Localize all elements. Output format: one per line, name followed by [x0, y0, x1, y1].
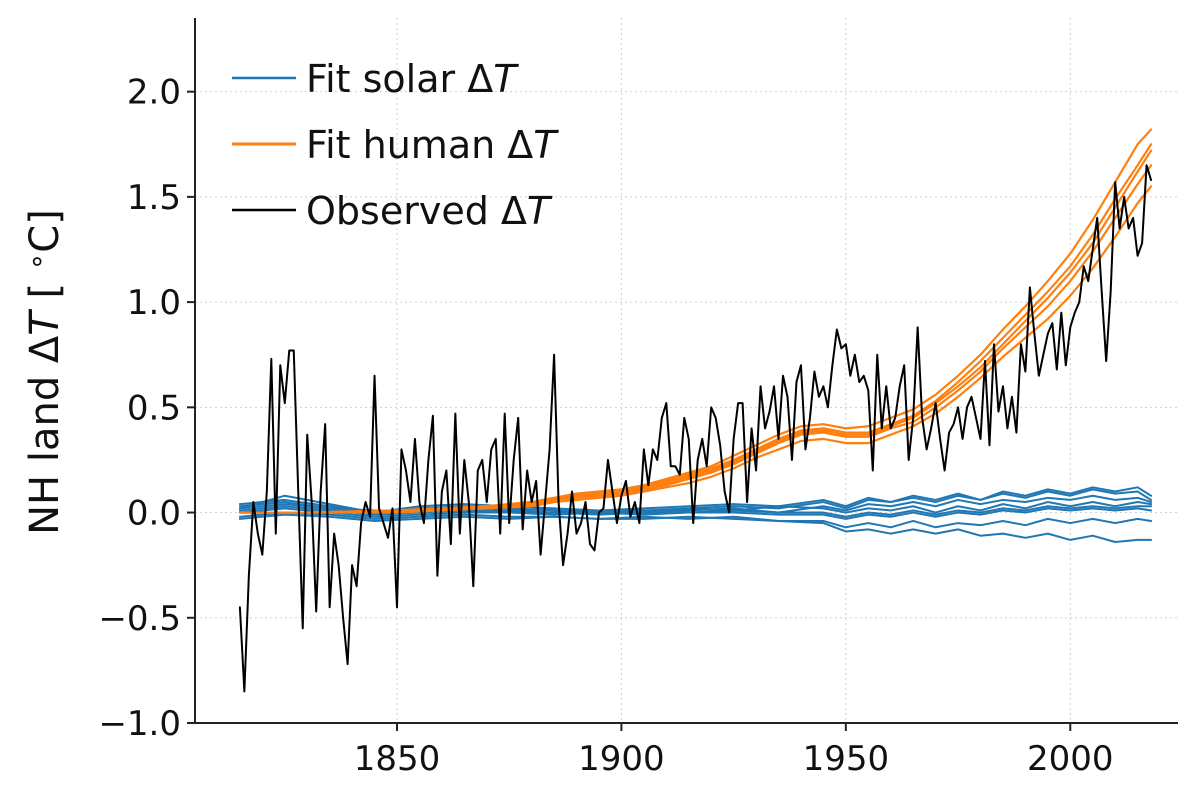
legend-label-text-observed: Observed — [306, 189, 501, 233]
legend-item-solar: Fit solar ΔT — [232, 57, 519, 101]
x-tick-label-1900: 1900 — [578, 739, 665, 779]
y-tick-label-4: 1.0 — [127, 283, 181, 323]
y-axis-title-part-4: [ — [22, 270, 68, 311]
y-tick-label-3: 0.5 — [127, 388, 181, 428]
legend-item-observed: Observed ΔT — [232, 189, 553, 233]
tick-labels: 1850 1900 1950 2000 −1.0 −0.5 0.0 0.5 1.0 1.5 2.0 — [98, 73, 1113, 779]
legend-item-human: Fit human ΔT — [232, 123, 559, 167]
legend-label-text-human: Fit human — [306, 123, 507, 167]
legend-label-text-solar: Fit solar — [306, 57, 467, 101]
legend-label-solar: Fit solar ΔT — [306, 57, 519, 101]
y-tick-label-5: 1.5 — [127, 178, 181, 218]
legend-label-human: Fit human ΔT — [306, 123, 559, 167]
x-tick-label-1950: 1950 — [803, 739, 890, 779]
axes — [187, 18, 1178, 731]
y-tick-label-6: 2.0 — [127, 73, 181, 113]
y-axis-title-part-6: C] — [22, 209, 68, 253]
observed-line — [238, 164, 1153, 693]
y-tick-label-0: −1.0 — [98, 704, 181, 744]
series-layer — [238, 128, 1153, 693]
legend-label-var-observed: T — [527, 189, 553, 233]
x-tick-label-1850: 1850 — [354, 739, 441, 779]
y-tick-label-2: 0.0 — [127, 494, 181, 534]
legend-label-var-human: T — [533, 123, 559, 167]
y-axis-title-part-1: NH land — [22, 363, 68, 535]
legend-label-var-solar: T — [493, 57, 519, 101]
x-tick-label-2000: 2000 — [1027, 739, 1114, 779]
legend-label-delta-human: Δ — [507, 123, 533, 167]
y-axis-title: NH land ΔT [ ∘C] — [20, 209, 68, 535]
y-axis-title-part-5: ∘ — [20, 253, 53, 271]
y-tick-label-1: −0.5 — [98, 599, 181, 639]
legend-label-observed: Observed ΔT — [306, 189, 553, 233]
legend-label-delta-observed: Δ — [501, 189, 527, 233]
human-fit-line-3 — [238, 185, 1153, 514]
legend-label-delta-solar: Δ — [467, 57, 493, 101]
y-axis-title-part-3: T — [22, 308, 68, 336]
y-axis-title-part-2: Δ — [22, 335, 68, 363]
